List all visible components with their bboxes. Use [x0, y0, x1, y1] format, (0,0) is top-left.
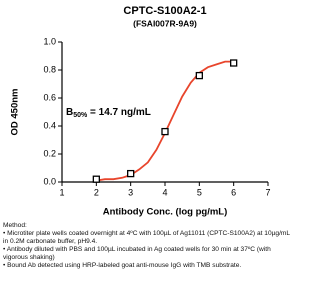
x-tick-label: 7 — [265, 187, 270, 197]
annotation-text: = 14.7 ng/mL — [87, 107, 151, 118]
y-tick-label: 0.6 — [43, 92, 56, 102]
data-point — [92, 175, 100, 183]
annotation-subscript: 50% — [73, 112, 88, 119]
x-axis-label: Antibody Conc. (log pg/mL) — [103, 207, 228, 218]
data-point — [230, 59, 238, 67]
x-tick-label: 1 — [59, 187, 64, 197]
x-tick-label: 3 — [128, 187, 133, 197]
x-tick-label: 4 — [162, 187, 167, 197]
y-tick-label: 0.0 — [43, 176, 56, 186]
data-point — [127, 169, 135, 178]
annotation-symbol: B — [66, 107, 73, 118]
chart-title: CPTC-S100A2-1 — [123, 5, 206, 17]
method-notes: Method: • Microtiter plate wells coated … — [3, 222, 293, 270]
chart-subtitle: (FSAI007R-9A9) — [133, 18, 197, 28]
y-tick-label: 0.8 — [43, 64, 56, 74]
data-point — [161, 127, 169, 136]
annotation: B50% = 14.7 ng/mL — [66, 107, 151, 119]
notes-item: • Microtiter plate wells coated overnigh… — [3, 230, 290, 245]
y-tick-label: 0.4 — [43, 120, 56, 130]
x-tick-label: 6 — [231, 187, 236, 197]
y-axis-label: OD 450nm — [10, 89, 21, 136]
notes-item: • Antibody diluted with PBS and 100µL in… — [3, 246, 271, 261]
fit-curve — [96, 60, 234, 182]
page: {"chart_data": {"type": "scatter", "titl… — [3, 4, 293, 270]
chart: CPTC-S100A2-1 (FSAI007R-9A9) OD 450nm An… — [10, 5, 271, 218]
x-tick-label: 5 — [197, 187, 202, 197]
x-tick-label: 2 — [94, 187, 99, 197]
y-tick-label: 0.2 — [43, 148, 56, 158]
notes-item: • Bound Ab detected using HRP-labeled go… — [3, 262, 242, 269]
notes-title: Method: — [3, 222, 27, 229]
y-tick-label: 1.0 — [43, 36, 56, 46]
data-point — [195, 71, 203, 80]
